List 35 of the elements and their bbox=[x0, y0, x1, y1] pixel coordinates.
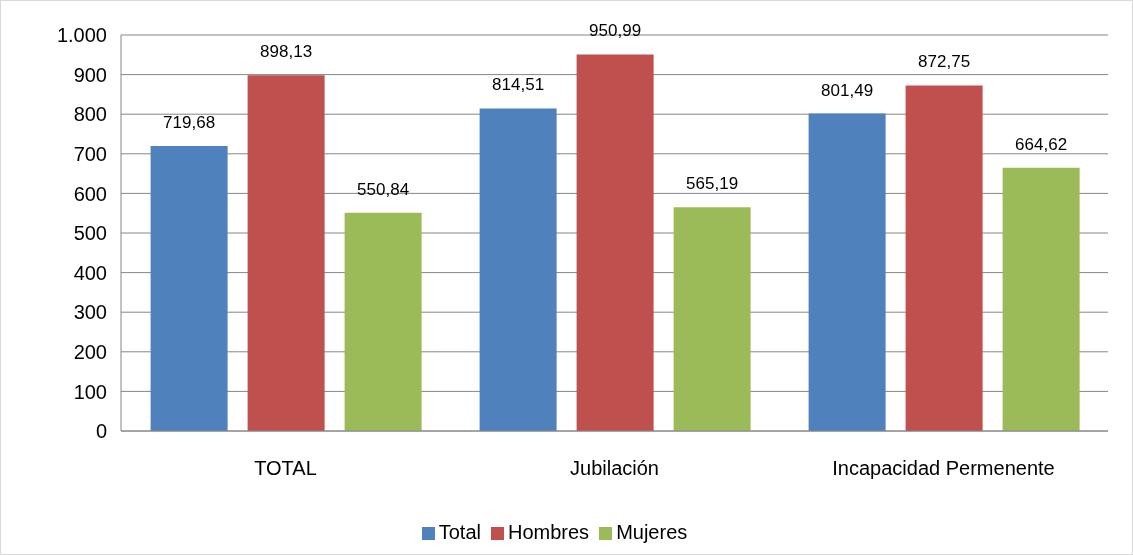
data-label: 565,19 bbox=[686, 174, 739, 194]
bar bbox=[808, 113, 886, 431]
y-tick-label: 400 bbox=[73, 261, 107, 284]
y-tick-label: 100 bbox=[73, 380, 107, 403]
y-tick-label: 300 bbox=[73, 301, 107, 324]
bar bbox=[673, 207, 751, 431]
legend-label: Hombres bbox=[507, 521, 590, 543]
y-tick-label: 700 bbox=[73, 142, 107, 165]
bar bbox=[1002, 167, 1080, 431]
y-tick-label: 1.000 bbox=[56, 24, 107, 47]
data-label: 950,99 bbox=[589, 21, 642, 41]
data-label: 719,68 bbox=[163, 113, 216, 133]
bar bbox=[247, 75, 325, 431]
legend-label: Mujeres bbox=[616, 521, 688, 543]
bar bbox=[150, 146, 228, 431]
data-label: 664,62 bbox=[1015, 134, 1068, 154]
y-tick-label: 600 bbox=[73, 182, 107, 205]
y-tick-label: 200 bbox=[73, 340, 107, 363]
data-label: 801,49 bbox=[821, 80, 874, 100]
bar bbox=[905, 85, 983, 431]
y-tick-label: 900 bbox=[73, 63, 107, 86]
y-tick-label: 800 bbox=[73, 103, 107, 126]
x-tick-label: TOTAL bbox=[254, 457, 317, 480]
bar bbox=[576, 54, 654, 431]
data-label: 872,75 bbox=[918, 52, 971, 72]
y-tick-label: 500 bbox=[73, 222, 107, 245]
legend-label: Total bbox=[438, 521, 481, 543]
data-label: 550,84 bbox=[357, 179, 410, 199]
y-tick-label: 0 bbox=[95, 420, 107, 443]
bar bbox=[344, 212, 422, 431]
x-tick-label: Jubilación bbox=[570, 457, 659, 480]
bar bbox=[479, 108, 557, 431]
data-label: 814,51 bbox=[492, 75, 545, 95]
x-tick-label: Incapacidad Permenente bbox=[832, 457, 1055, 480]
data-label: 898,13 bbox=[260, 42, 313, 62]
